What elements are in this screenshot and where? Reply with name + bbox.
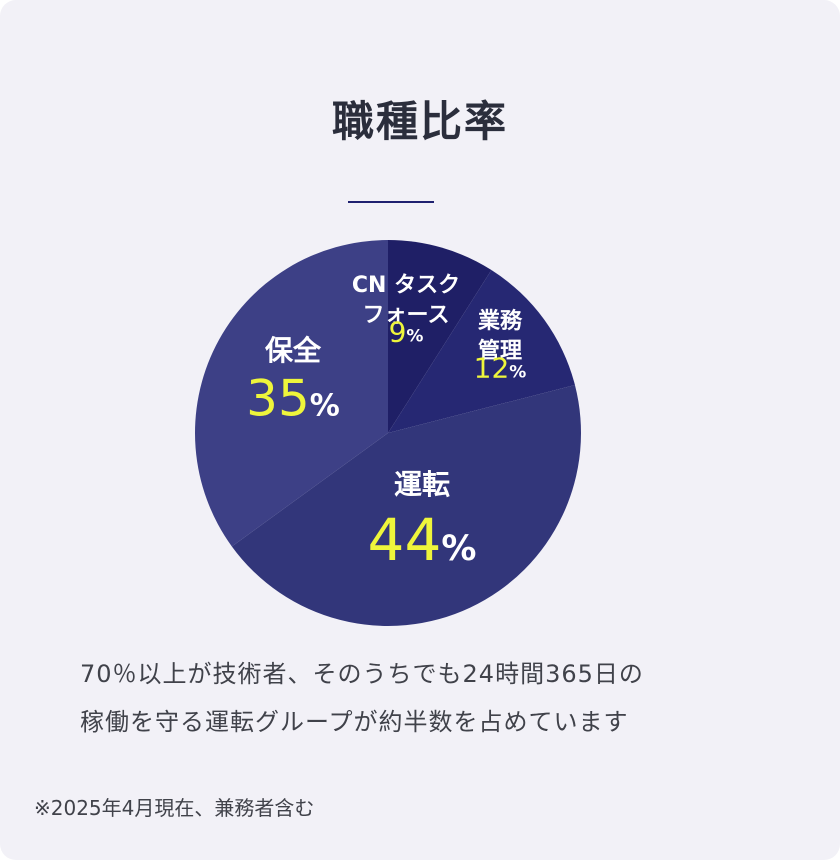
description: 70％以上が技術者、そのうちでも24時間365日の 稼働を守る運転グループが約半… <box>80 650 780 746</box>
slice-label: CN タスク <box>352 273 460 298</box>
description-line-2: 稼働を守る運転グループが約半数を占めています <box>80 708 629 736</box>
slice-label: 運転 <box>394 468 450 501</box>
pie-slice <box>388 240 492 433</box>
slice-value: 9% <box>389 315 424 348</box>
slice-value: 35% <box>246 370 340 428</box>
slice-label: 業務 <box>478 308 523 334</box>
slice-label: フォース <box>363 303 450 328</box>
slice-value: 44% <box>368 506 477 574</box>
title-divider <box>348 201 434 203</box>
slice-value: 12% <box>474 351 527 384</box>
pie-slice <box>231 385 581 626</box>
pie-slice <box>388 270 575 433</box>
chart-title: 職種比率 <box>331 97 508 146</box>
slice-label-group: 運転 44% <box>368 468 477 574</box>
slice-label: 管理 <box>478 338 522 364</box>
footnote: ※2025年4月現在、兼務者含む <box>34 796 315 820</box>
pie-slice <box>195 240 388 547</box>
slice-label: 保全 <box>265 334 322 367</box>
description-line-1: 70％以上が技術者、そのうちでも24時間365日の <box>80 660 644 688</box>
